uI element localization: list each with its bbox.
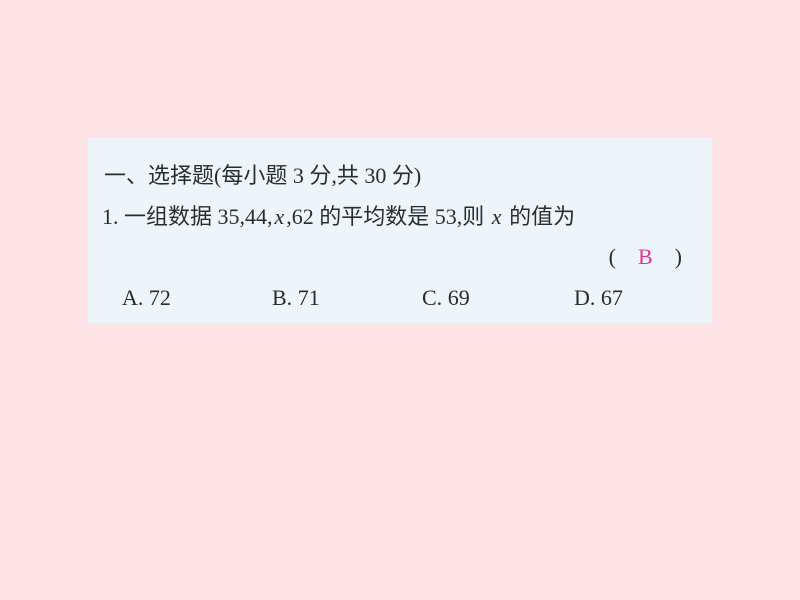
option-b-value: 71 xyxy=(292,285,320,310)
question-post: 的值为 xyxy=(504,204,576,229)
question-pre: 一组数据 35,44, xyxy=(119,204,273,229)
question-mid: ,62 的平均数是 53,则 xyxy=(286,204,490,229)
option-c-label: C. xyxy=(422,285,442,310)
question-var-x2: x xyxy=(492,204,502,229)
option-d-label: D. xyxy=(574,285,595,310)
option-d: D. 67 xyxy=(574,278,623,319)
section-heading: 一、选择题(每小题 3 分,共 30 分) xyxy=(102,156,698,197)
answer-close: ) xyxy=(653,244,682,269)
heading-note: (每小题 3 分,共 30 分) xyxy=(214,163,421,188)
option-b-label: B. xyxy=(272,285,292,310)
option-a-label: A. xyxy=(122,285,143,310)
option-b: B. 71 xyxy=(272,278,422,319)
option-c-value: 69 xyxy=(442,285,470,310)
options-row: A. 72 B. 71 C. 69 D. 67 xyxy=(102,278,698,319)
answer-open: ( xyxy=(609,244,638,269)
question-number: 1. xyxy=(102,204,119,229)
option-a-value: 72 xyxy=(143,285,171,310)
question-var-x: x xyxy=(275,204,285,229)
option-c: C. 69 xyxy=(422,278,574,319)
option-d-value: 67 xyxy=(595,285,623,310)
answer-letter: B xyxy=(638,244,653,269)
option-a: A. 72 xyxy=(122,278,272,319)
question-card: 一、选择题(每小题 3 分,共 30 分) 1. 一组数据 35,44,x,62… xyxy=(88,138,712,323)
question-text: 1. 一组数据 35,44,x,62 的平均数是 53,则 x 的值为 xyxy=(102,197,698,238)
heading-label: 一、选择题 xyxy=(104,163,214,188)
answer-row: ( B ) xyxy=(102,237,698,278)
